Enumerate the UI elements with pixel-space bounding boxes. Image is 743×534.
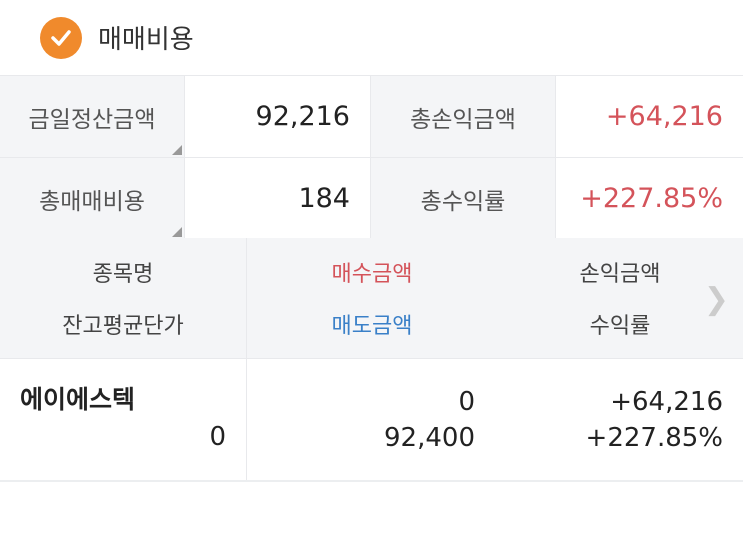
sell-amount: 92,400 xyxy=(384,422,475,453)
total-cost-value: 184 xyxy=(185,158,371,239)
avg-price: 0 xyxy=(209,421,226,452)
col-name: 종목명 xyxy=(92,262,154,287)
total-rate-label: 총수익률 xyxy=(371,158,556,239)
col-sell: 매도금액 xyxy=(331,314,413,339)
section-header[interactable]: 매매비용 xyxy=(0,0,743,75)
label-text: 금일정산금액 xyxy=(28,106,156,133)
table-row[interactable]: 에이에스텍 0 0 92,400 +64,216 +227.85% xyxy=(0,359,743,482)
total-pnl-value: +64,216 xyxy=(605,101,723,132)
summary-grid: 금일정산금액 92,216 총손익금액 +64,216 총매매비용 184 총수… xyxy=(0,75,743,240)
label-text: 총매매비용 xyxy=(39,188,145,215)
summary-row: 금일정산금액 92,216 총손익금액 +64,216 xyxy=(0,76,743,158)
total-rate-value: +227.85% xyxy=(580,183,723,214)
col-avg-price: 잔고평균단가 xyxy=(62,314,184,339)
section-title: 매매비용 xyxy=(98,25,194,55)
return-rate: +227.85% xyxy=(585,422,723,453)
col-rate: 수익률 xyxy=(589,314,651,339)
buy-amount: 0 xyxy=(458,386,475,417)
total-cost-label[interactable]: 총매매비용 xyxy=(0,158,185,239)
stock-name: 에이에스텍 xyxy=(20,384,136,414)
summary-row: 총매매비용 184 총수익률 +227.85% xyxy=(0,158,743,240)
chevron-right-icon[interactable]: ❯ xyxy=(703,282,729,317)
corner-indicator-icon xyxy=(172,227,182,237)
check-circle-icon[interactable] xyxy=(40,16,82,59)
pnl-amount: +64,216 xyxy=(610,386,723,417)
table-header: 종목명 잔고평균단가 매수금액 매도금액 손익금액 수익률 ❯ xyxy=(0,238,743,359)
corner-indicator-icon xyxy=(172,145,182,155)
col-pnl: 손익금액 xyxy=(579,262,661,287)
settlement-amount-value: 92,216 xyxy=(185,76,371,157)
settlement-amount-label[interactable]: 금일정산금액 xyxy=(0,76,185,157)
total-pnl-label: 총손익금액 xyxy=(371,76,556,157)
col-buy: 매수금액 xyxy=(331,262,413,287)
